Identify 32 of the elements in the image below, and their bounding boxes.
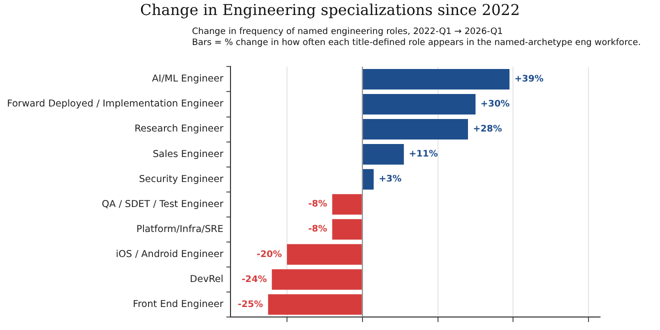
y-tick-label: Research Engineer [134,124,224,135]
bar [362,68,510,90]
y-tick-label: AI/ML Engineer [152,74,224,85]
data-label: +30% [480,100,510,110]
y-tick-label: DevRel [190,274,224,285]
y-tick-label: Sales Engineer [152,148,224,160]
y-tick-label: Security Engineer [139,174,224,185]
data-label: -25% [238,300,264,310]
data-label: +3% [378,174,402,185]
chart-title: Change in Engineering specializations since 2022 [139,1,521,19]
bar [362,119,468,140]
bar [362,94,476,115]
chart-subtitle: Change in frequency of named engineering roles, 2022-Q1 → 2026-Q1 Bars = % change in how often each title-defined role appears in the named-archetype eng workforce. [192,27,642,49]
bar [362,144,404,165]
bar [362,169,374,190]
data-label: +11% [408,150,438,160]
bar [268,294,362,315]
data-label: +28% [472,124,502,135]
data-label: -8% [308,224,328,235]
bar [272,269,362,290]
data-label: +39% [514,74,544,85]
bar [332,219,362,240]
bar [332,194,362,215]
bar [286,244,362,265]
y-tick-label: QA / SDET / Test Engineer [102,198,224,210]
data-label: -20% [256,250,282,260]
y-tick-label: Platform/Infra/SRE [136,224,224,235]
y-tick-label: iOS / Android Engineer [116,248,224,260]
y-tick-label: Front End Engineer [132,298,224,310]
y-tick-label: Forward Deployed / Implementation Engineer [6,98,224,110]
data-label: -24% [242,274,267,285]
data-label: -8% [308,200,328,210]
